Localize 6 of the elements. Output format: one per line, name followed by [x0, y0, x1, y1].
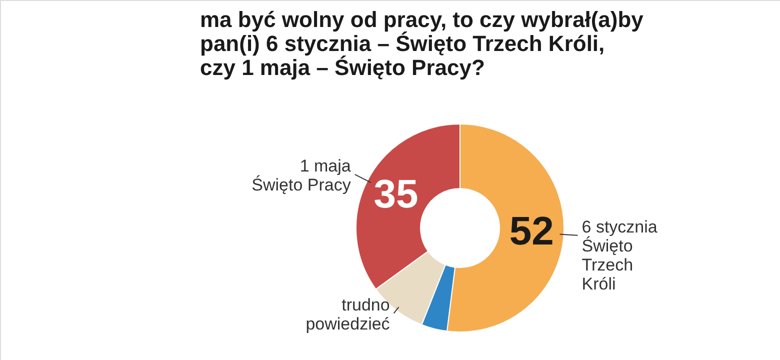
slice-label: 1 maja Święto Pracy: [252, 156, 352, 194]
slice-label: trudno powiedzieć: [306, 295, 390, 334]
data-label: 52: [509, 210, 554, 254]
data-label: 35: [374, 172, 418, 216]
slice-label: 6 stycznia Święto Trzech Króli: [582, 217, 658, 294]
chart-title: ma być wolny od pracy, to czy wybrał(a)by pan(i) 6 stycznia – Święto Trzech Króli, czy 1 maja – Święto Pracy?: [200, 7, 644, 80]
